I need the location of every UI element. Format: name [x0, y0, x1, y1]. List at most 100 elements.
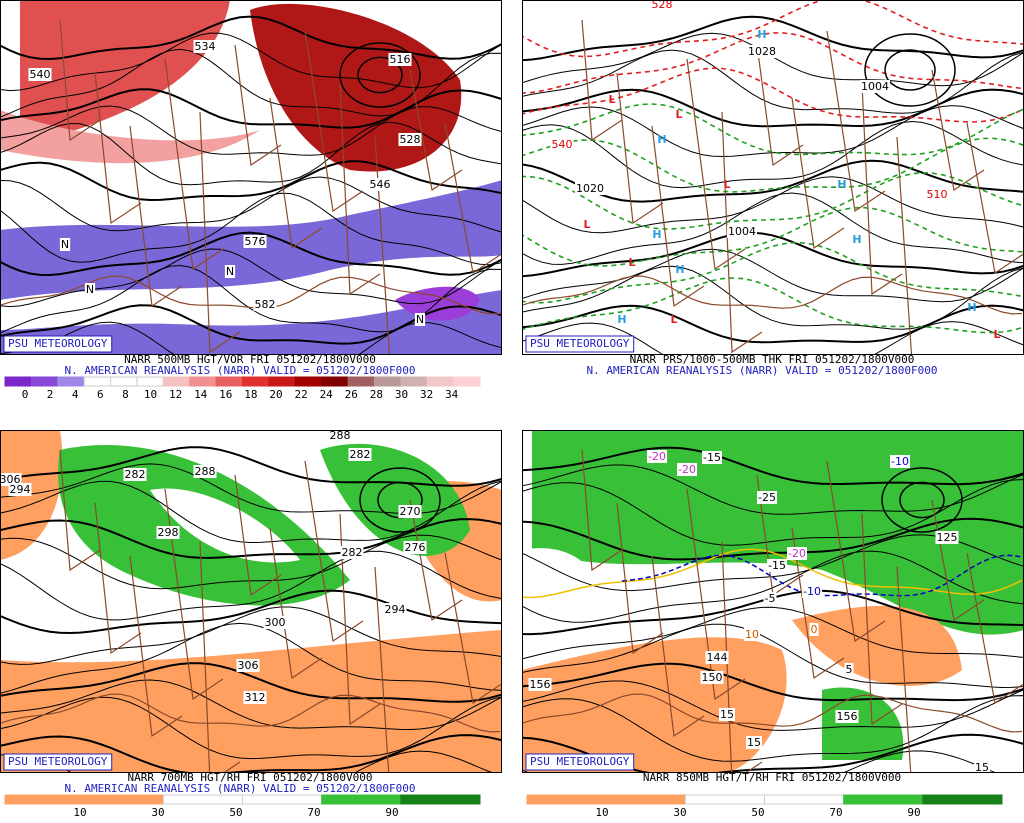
- map-label: 1020: [576, 182, 604, 195]
- map-background: [522, 0, 1024, 355]
- border: [581, 449, 623, 572]
- border: [164, 488, 224, 701]
- border: [721, 111, 763, 354]
- border: [304, 30, 364, 213]
- colorbar-label: 70: [829, 806, 842, 819]
- colorbar-segment: [268, 376, 296, 387]
- map-label: -10: [803, 585, 821, 598]
- contour: [522, 750, 998, 773]
- contour-ring: [864, 33, 956, 107]
- isotherm: [522, 548, 1023, 599]
- border: [59, 19, 101, 142]
- colorbar-label: 22: [294, 388, 307, 401]
- map-label: L: [608, 93, 615, 106]
- contour: [522, 606, 1024, 660]
- map-label: -20: [678, 463, 696, 476]
- thickness: [522, 137, 1024, 193]
- map-label: 528: [652, 0, 673, 11]
- contour: [522, 120, 1024, 189]
- label-bg: [528, 678, 552, 691]
- contour: [522, 304, 1024, 344]
- map-label: 546: [370, 178, 391, 191]
- colorbar-label: 90: [907, 806, 920, 819]
- map-label: H: [675, 263, 684, 276]
- colorbar-label: 0: [22, 388, 29, 401]
- colorbar-segment: [764, 794, 845, 805]
- border: [931, 69, 985, 192]
- map-label: 582: [255, 298, 276, 311]
- border: [756, 44, 804, 167]
- subcaption: N. AMERICAN REANALYSIS (NARR) VALID = 05…: [587, 364, 938, 377]
- map-label: 300: [265, 616, 286, 629]
- label-bg: [757, 491, 777, 504]
- contour: [0, 734, 502, 773]
- border: [409, 499, 463, 622]
- colorbar-label: 6: [97, 388, 104, 401]
- contour-ring: [881, 467, 963, 533]
- badge: [3, 335, 113, 353]
- contour: [0, 446, 502, 487]
- map-label: 282: [125, 468, 146, 481]
- label-bg: [844, 663, 854, 676]
- label-bg: [647, 450, 667, 463]
- label-bg: [28, 68, 52, 81]
- label-bg: [974, 761, 990, 773]
- colorbar-segment: [294, 376, 323, 387]
- thickness: [522, 206, 1024, 267]
- label-bg: [243, 235, 267, 248]
- shading: [20, 0, 230, 140]
- contour: [522, 695, 1024, 762]
- colorbar-label: 10: [73, 806, 86, 819]
- label-bg: [809, 623, 819, 636]
- map-label: 1028: [748, 45, 776, 58]
- border: [791, 97, 845, 250]
- label-bg: [744, 628, 760, 641]
- colorbar-segment: [321, 794, 402, 805]
- contour: [0, 192, 502, 266]
- map-label: 510: [927, 188, 948, 201]
- border: [896, 566, 912, 773]
- subcaption: N. AMERICAN REANALYSIS (NARR) VALID = 05…: [65, 782, 416, 795]
- map-label: 1004: [861, 80, 889, 93]
- label-bg: [575, 182, 605, 195]
- thickness: [522, 171, 1024, 230]
- map-label: 0: [811, 623, 818, 636]
- border: [199, 541, 241, 773]
- label-bg: [156, 526, 180, 539]
- contour: [0, 88, 502, 129]
- contour-ring: [359, 467, 441, 533]
- colorbar-label: 34: [445, 388, 459, 401]
- label-bg: [398, 505, 422, 518]
- thickness: [522, 31, 1024, 95]
- border: [966, 552, 1024, 705]
- map-label: 294: [385, 603, 406, 616]
- border: [339, 513, 381, 726]
- colorbar-label: 20: [269, 388, 282, 401]
- label-bg: [388, 53, 412, 66]
- contour: [0, 750, 495, 773]
- map-label: 125: [937, 531, 958, 544]
- shading: [395, 286, 480, 321]
- map-label: 15: [975, 761, 989, 774]
- label-bg: [925, 188, 949, 201]
- colorbar-label: 50: [751, 806, 764, 819]
- contour: [0, 121, 502, 186]
- colorbar-segment: [373, 376, 402, 387]
- map-label: N: [416, 313, 424, 326]
- colorbar-segment: [30, 376, 59, 387]
- contour: [522, 176, 1024, 234]
- shading: [150, 488, 300, 563]
- contour: [522, 464, 1024, 515]
- contour: [0, 606, 502, 665]
- border: [94, 72, 142, 225]
- contour-ring: [357, 56, 403, 94]
- border: [896, 136, 913, 355]
- label-bg: [383, 603, 407, 616]
- map-frame: [0, 430, 502, 773]
- label-bg: [84, 283, 96, 296]
- map-label: H: [657, 133, 666, 146]
- map-label: 156: [837, 710, 858, 723]
- colorbar-label: 30: [395, 388, 408, 401]
